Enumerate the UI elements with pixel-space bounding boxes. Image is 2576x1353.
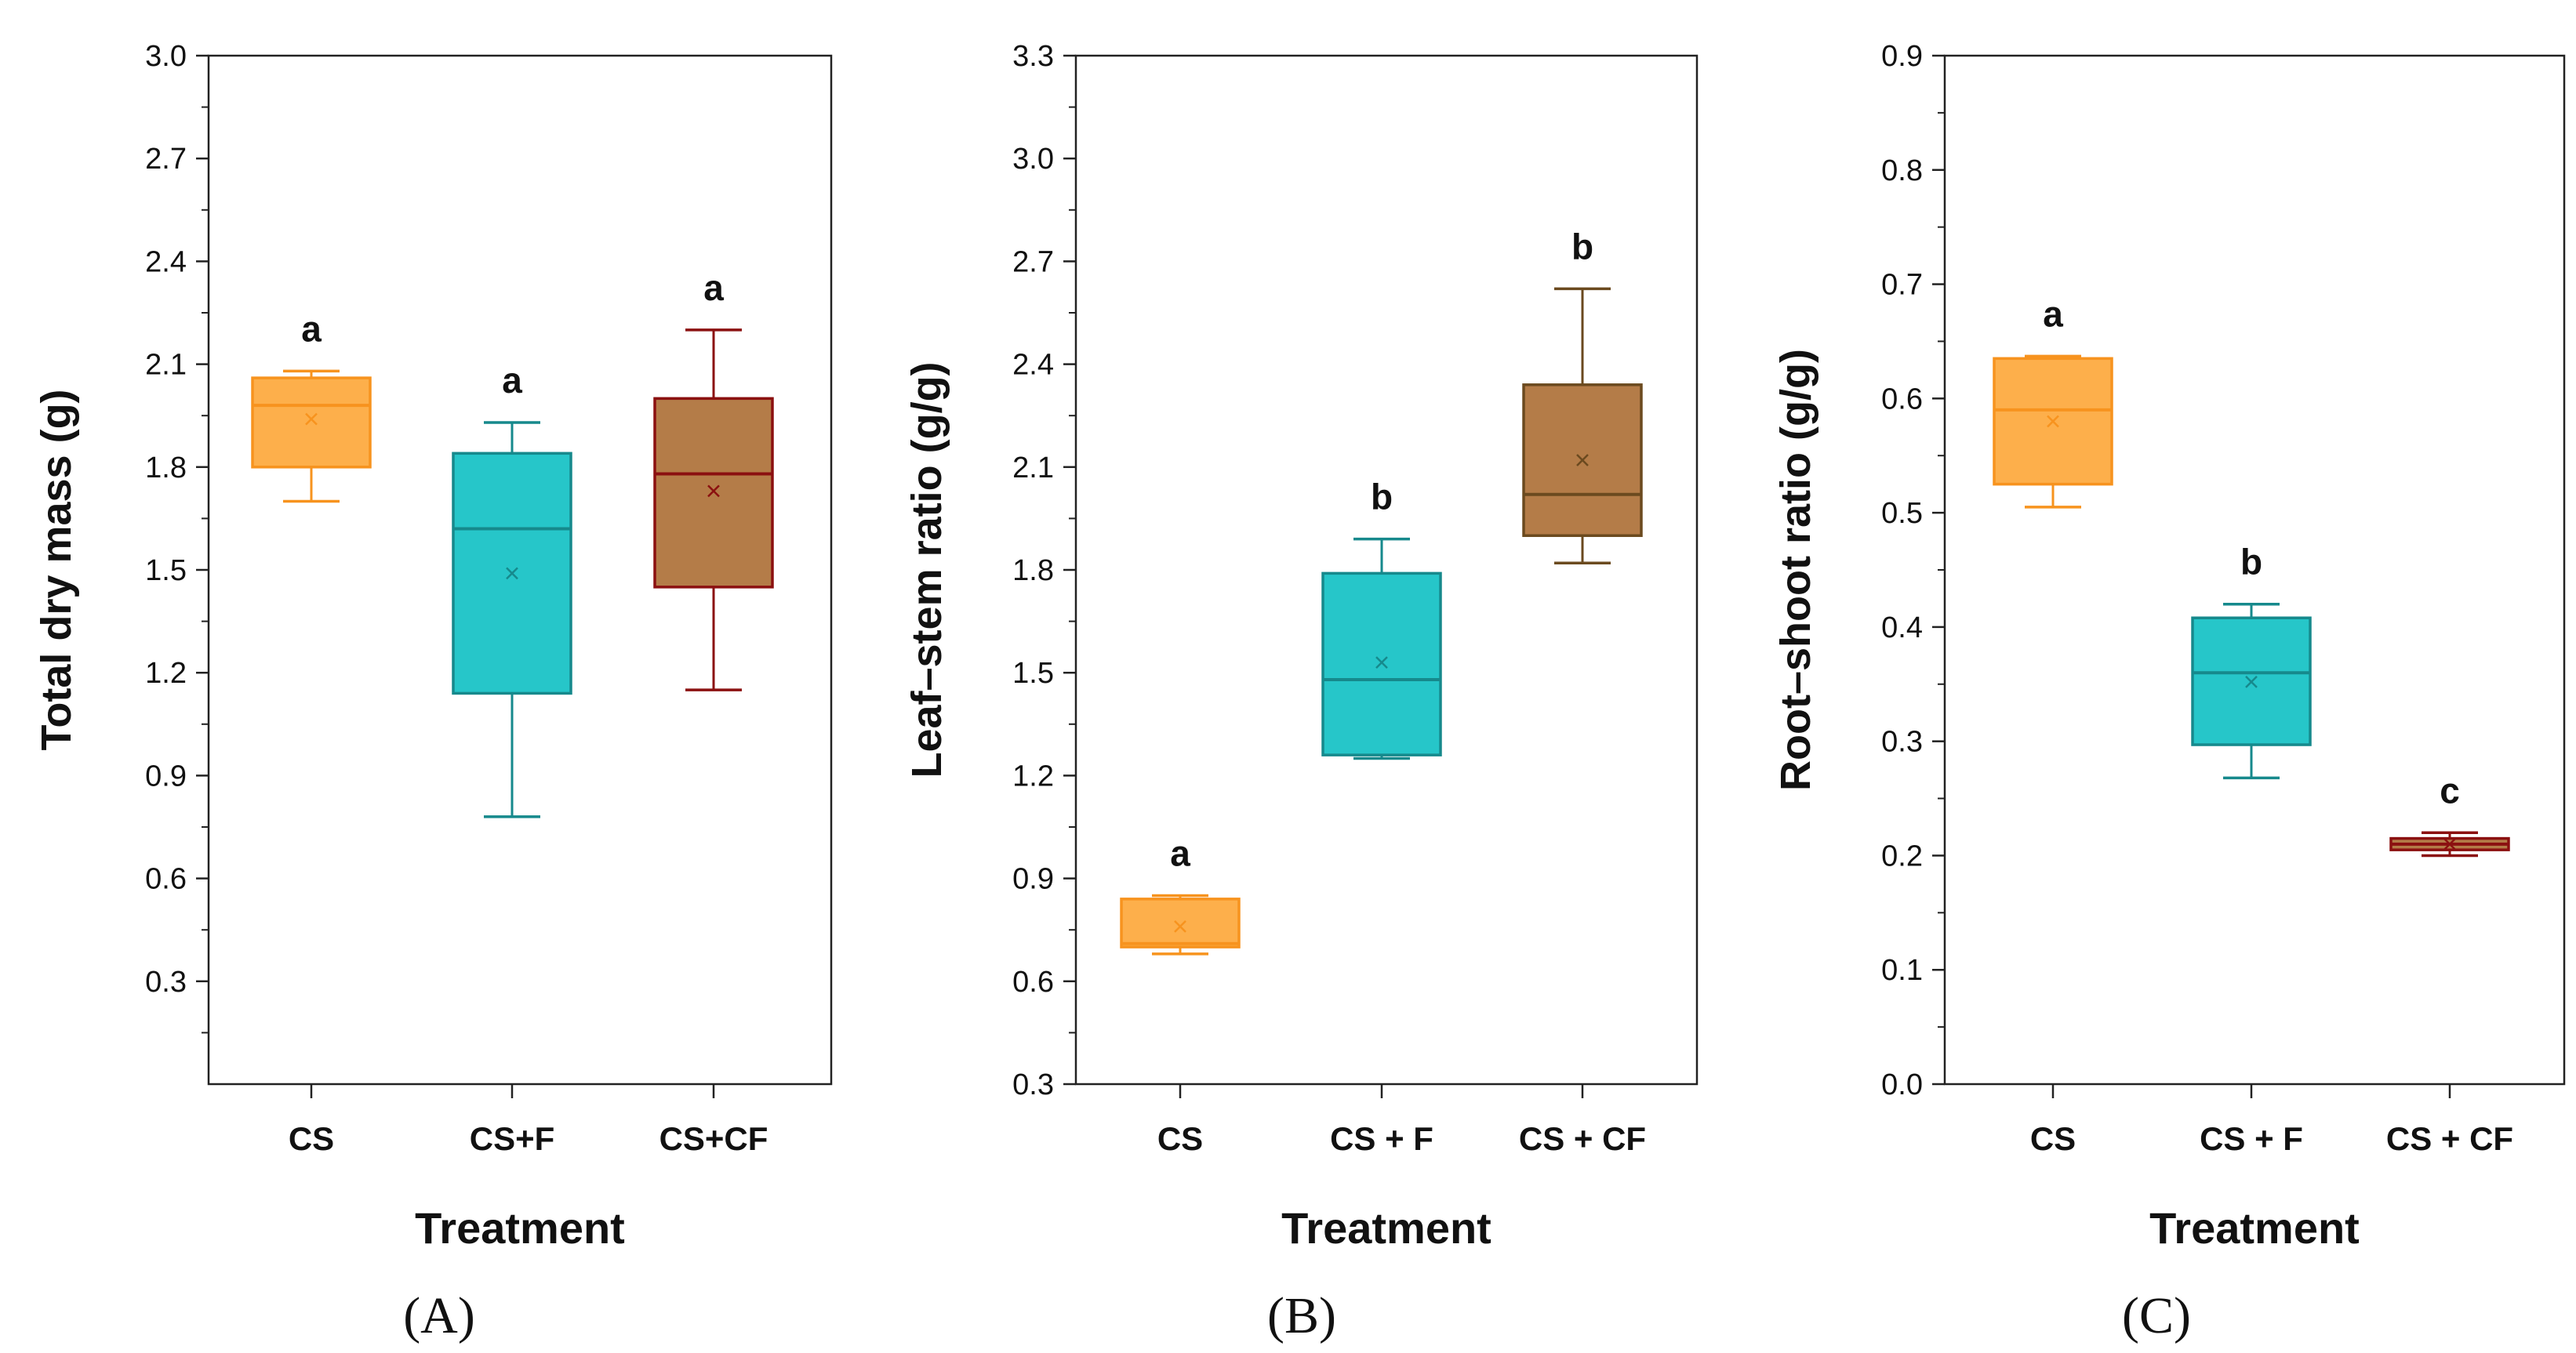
x-tick-label: CS + F [1330, 1120, 1433, 1157]
y-tick-label: 1.8 [1012, 554, 1054, 587]
x-tick-label: CS [289, 1120, 334, 1157]
box-cscf: b [1522, 226, 1643, 565]
y-tick-label: 0.1 [1881, 954, 1923, 987]
y-tick-label: 2.7 [145, 143, 187, 176]
y-tick-label: 1.2 [145, 657, 187, 690]
x-tick-label: CS + CF [2386, 1120, 2513, 1157]
mean-marker [1576, 454, 1589, 466]
y-axis-label: Root–shoot ratio (g/g) [1772, 349, 1819, 791]
mean-marker-stroke [305, 412, 318, 426]
box-csf: a [452, 360, 572, 818]
y-tick-label: 2.4 [1012, 349, 1054, 382]
y-tick-label: 1.5 [1012, 657, 1054, 690]
y-tick-label: 3.3 [1012, 40, 1054, 73]
significance-letter: a [703, 267, 724, 308]
y-tick-label: 0.2 [1881, 840, 1923, 872]
significance-letter: b [1371, 477, 1393, 517]
iqr-box [1321, 571, 1442, 756]
y-tick-label: 0.0 [1881, 1068, 1923, 1101]
panel-label: (B) [1267, 1287, 1336, 1344]
y-tick-label: 1.8 [145, 452, 187, 484]
significance-letter: a [502, 360, 522, 401]
box-cs: a [251, 308, 372, 503]
y-tick-label: 0.6 [1012, 966, 1054, 999]
mean-marker [1174, 920, 1186, 933]
significance-letter: b [1571, 226, 1593, 267]
x-tick-label: CS+CF [659, 1120, 768, 1157]
y-tick-label: 0.9 [1012, 863, 1054, 896]
mean-marker [2047, 415, 2059, 428]
y-tick-label: 2.1 [145, 349, 187, 382]
x-axis-label: Treatment [1281, 1203, 1491, 1253]
panel-c: 0.0 0.1 0.2 0.3 0.4 0.5 0.6 0.7 0.8 0.9 Root–shoot… [1772, 40, 2566, 1344]
mean-marker [707, 484, 720, 498]
box-cs: a [1120, 832, 1241, 956]
significance-letter: a [301, 308, 322, 349]
mean-marker [305, 412, 318, 426]
y-tick-label: 2.7 [1012, 245, 1054, 278]
x-axis-label: Treatment [415, 1203, 625, 1253]
x-tick-label: CS+F [470, 1120, 555, 1157]
y-tick-label: 0.7 [1881, 269, 1923, 302]
iqr-box [251, 376, 372, 469]
mean-marker [506, 567, 518, 580]
panel-label: (C) [2122, 1287, 2191, 1344]
mean-marker-stroke [1576, 454, 1589, 466]
y-tick-label: 0.9 [145, 760, 187, 793]
mean-marker-stroke [2245, 675, 2258, 688]
y-tick-label: 2.1 [1012, 452, 1054, 484]
significance-letter: c [2440, 770, 2460, 811]
y-tick-label: 0.5 [1881, 497, 1923, 530]
y-tick-label: 0.3 [1881, 726, 1923, 759]
y-axis-label: Total dry mass (g) [33, 389, 80, 750]
y-tick-label: 1.2 [1012, 760, 1054, 793]
mean-marker-stroke [707, 484, 720, 498]
mean-marker-stroke [2443, 837, 2456, 851]
mean-marker [2443, 837, 2456, 851]
mean-marker-stroke [1174, 920, 1186, 933]
x-axis-label: Treatment [2149, 1203, 2360, 1253]
box-csf: b [1321, 477, 1442, 760]
y-axis-label: Leaf–stem ratio (g/g) [903, 361, 950, 778]
y-tick-label: 3.0 [1012, 143, 1054, 176]
box-cs: a [1993, 293, 2113, 509]
panel-b: 0.3 0.6 0.9 1.2 1.5 1.8 2.1 2.4 2.7 3.0 3.3 Leaf–st… [903, 40, 1699, 1344]
y-tick-label: 3.0 [145, 40, 187, 73]
panel-a: 0.3 0.6 0.9 1.2 1.5 1.8 2.1 2.4 2.7 3.0 Total dry … [33, 40, 833, 1344]
box-cscf: a [653, 267, 774, 691]
significance-letter: b [2240, 542, 2262, 582]
mean-marker-stroke [2047, 415, 2059, 428]
y-tick-label: 0.4 [1881, 611, 1923, 644]
y-tick-label: 0.6 [145, 863, 187, 896]
x-tick-label: CS + F [2200, 1120, 2303, 1157]
x-tick-label: CS + CF [1519, 1120, 1646, 1157]
mean-marker [1375, 656, 1388, 669]
significance-letter: a [2043, 293, 2063, 334]
y-tick-label: 0.3 [1012, 1068, 1054, 1101]
y-tick-label: 1.5 [145, 554, 187, 587]
box-csf: b [2191, 542, 2312, 780]
x-tick-label: CS [1157, 1120, 1203, 1157]
mean-marker [2245, 675, 2258, 688]
panel-label: (A) [403, 1287, 475, 1344]
mean-marker-stroke [1375, 656, 1388, 669]
y-tick-label: 0.9 [1881, 40, 1923, 73]
iqr-box [653, 397, 774, 589]
mean-marker-stroke [506, 567, 518, 580]
y-tick-label: 0.6 [1881, 383, 1923, 415]
x-tick-label: CS [2030, 1120, 2076, 1157]
box-cscf: c [2389, 770, 2510, 858]
iqr-box [1120, 898, 1241, 949]
y-tick-label: 0.3 [145, 966, 187, 999]
y-tick-label: 0.8 [1881, 154, 1923, 187]
y-tick-label: 2.4 [145, 245, 187, 278]
significance-letter: a [1170, 832, 1190, 873]
